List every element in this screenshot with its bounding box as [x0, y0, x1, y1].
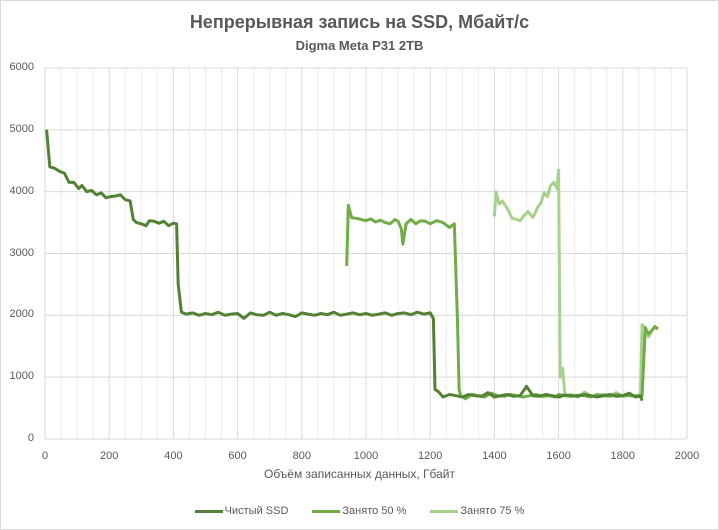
x-tick-label: 400	[164, 450, 183, 462]
legend-item-clean: Чистый SSD	[194, 505, 288, 517]
y-tick-label: 2000	[9, 308, 34, 321]
x-tick-label: 0	[41, 450, 49, 462]
legend-line-icon	[312, 509, 341, 513]
legend-item-75: Занято 75 %	[430, 505, 524, 517]
chart-title: Непрерывная запись на SSD, Мбайт/с	[189, 12, 530, 32]
legend-line-icon	[430, 509, 459, 513]
x-tick-label: 1000	[353, 450, 379, 462]
legend: Чистый SSD Занято 50 % Занято 75 %	[0, 505, 719, 517]
x-tick-label: 800	[292, 450, 311, 462]
series-line	[345, 203, 659, 401]
chart-subtitle: Digma Meta P31 2TB	[295, 38, 424, 53]
y-tick-label: 4000	[9, 184, 34, 197]
x-tick-label: 600	[228, 450, 247, 462]
y-tick-label: 5000	[9, 122, 34, 135]
y-tick-label: 1000	[9, 370, 34, 383]
x-tick-label: 200	[100, 450, 119, 462]
y-tick-label: 6000	[9, 61, 34, 73]
x-tick-label: 1800	[610, 450, 636, 462]
series-line	[45, 129, 644, 402]
x-tick-label: 2000	[674, 450, 700, 462]
x-tick-label: 1600	[546, 450, 571, 462]
x-tick-label: 1400	[482, 450, 507, 462]
legend-item-50: Занято 50 %	[312, 505, 406, 517]
y-tick-label: 0	[27, 432, 34, 444]
x-axis-label: Объём записанных данных, Гбайт	[263, 467, 456, 481]
y-tick-label: 3000	[9, 246, 34, 259]
legend-line-icon	[194, 509, 223, 513]
series-line	[492, 168, 659, 399]
x-tick-label: 1200	[417, 450, 443, 462]
